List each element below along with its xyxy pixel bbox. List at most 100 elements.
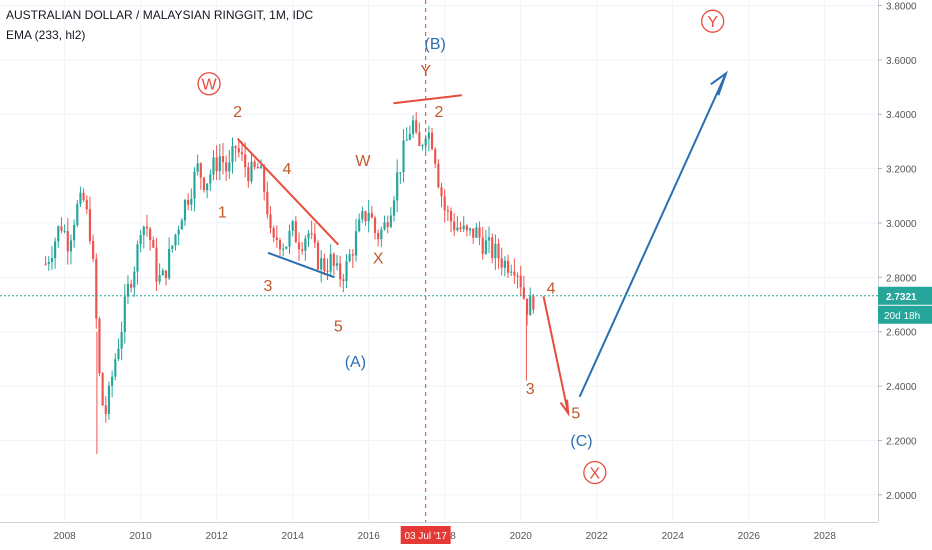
candle-body [430,132,434,150]
candle-body [361,211,364,220]
indicator-label[interactable]: EMA (233, hl2) [6,28,86,42]
candle-body [272,228,275,238]
candle-body [126,283,130,297]
last-price-badge [878,286,932,305]
wave-label: Y [420,63,431,80]
symbol-title[interactable]: AUSTRALIAN DOLLAR / MALAYSIAN RINGGIT, 1… [6,8,314,22]
candle-body [111,376,114,386]
candle-body [522,287,525,299]
candle-body [402,140,405,173]
wave-label: 5 [334,319,343,336]
candle-body [88,209,92,241]
candle-body [136,244,139,272]
candle-body [367,213,370,222]
candle-body [199,163,202,178]
candle-body [519,275,522,288]
candle-body [130,283,133,288]
wave-line [542,296,570,414]
candle-body [411,120,415,134]
candle-body [459,227,462,230]
wave-label: X [373,251,384,268]
candle-body [335,263,339,266]
wave-label: (A) [345,354,366,371]
candle-body [348,254,351,262]
wave-line [710,70,728,96]
wave-circle [197,72,221,96]
wave-label: Y [707,14,718,31]
candle-body [532,296,535,310]
candle-body [358,219,361,232]
wave-label: 3 [264,278,273,295]
y-tick-label: 3.6000 [886,56,917,67]
wave-circle [701,9,725,33]
candle-body [354,231,358,256]
candle-body [494,243,497,259]
wave-label: W [201,77,217,94]
candle-body [329,253,332,272]
candle-body [44,263,47,265]
candle-body [386,222,389,228]
wave-label: 1 [218,205,227,222]
candle-body [484,240,487,254]
candle-body [297,242,301,250]
crosshair-date-badge [400,526,451,544]
wave-line [393,94,462,105]
candle-body [218,156,221,172]
candle-body [250,161,253,182]
candle-body [345,261,348,282]
candle-body [139,235,142,245]
candle-body [316,242,320,270]
candle-body [418,132,421,146]
candle-body [240,152,244,155]
candle-body [256,166,259,169]
candle-body [187,199,190,205]
candle-body [339,263,342,280]
candle-body [92,240,95,259]
crosshair-date-label: 03 Jul '17 [404,531,447,542]
candle-body [57,226,60,242]
countdown-label: 20d 18h [884,311,920,322]
candle-body [180,220,183,230]
x-tick-label: 2010 [130,531,153,542]
y-tick-label: 3.4000 [886,110,917,121]
candle-body [158,275,161,282]
candle-body [212,157,215,175]
candle-body [434,149,437,164]
countdown-badge [878,305,932,324]
candle-body [104,405,107,414]
candle-body [446,210,449,212]
candle-body [171,245,174,249]
candle-body [50,258,54,263]
candle-body [310,233,313,235]
candle-body [475,227,478,238]
wave-label: 4 [547,281,556,298]
y-tick-label: 3.2000 [886,165,917,176]
candle-body [453,221,456,231]
candle-body [247,167,250,182]
candle-body [291,221,294,231]
candle-body [120,331,123,349]
candle-body [304,238,307,251]
x-tick-label: 2016 [358,531,381,542]
wave-line [578,72,727,398]
candle-body [465,225,468,231]
wave-label: (C) [570,433,592,450]
candle-body [259,166,263,169]
candle-body [193,171,196,199]
wave-line [267,251,335,279]
y-tick-label: 2.0000 [886,491,917,502]
candle-body [234,146,237,149]
candle-body [503,260,506,268]
candle-body [449,210,453,222]
x-tick-label: 2028 [814,531,837,542]
candle-body [47,262,50,264]
candle-body [253,161,256,167]
y-tick-label: 2.4000 [886,382,917,393]
candle-body [164,270,168,279]
candle-body [85,200,88,210]
x-tick-label: 2008 [53,531,76,542]
candle-body [275,237,278,241]
candle-body [510,271,513,273]
